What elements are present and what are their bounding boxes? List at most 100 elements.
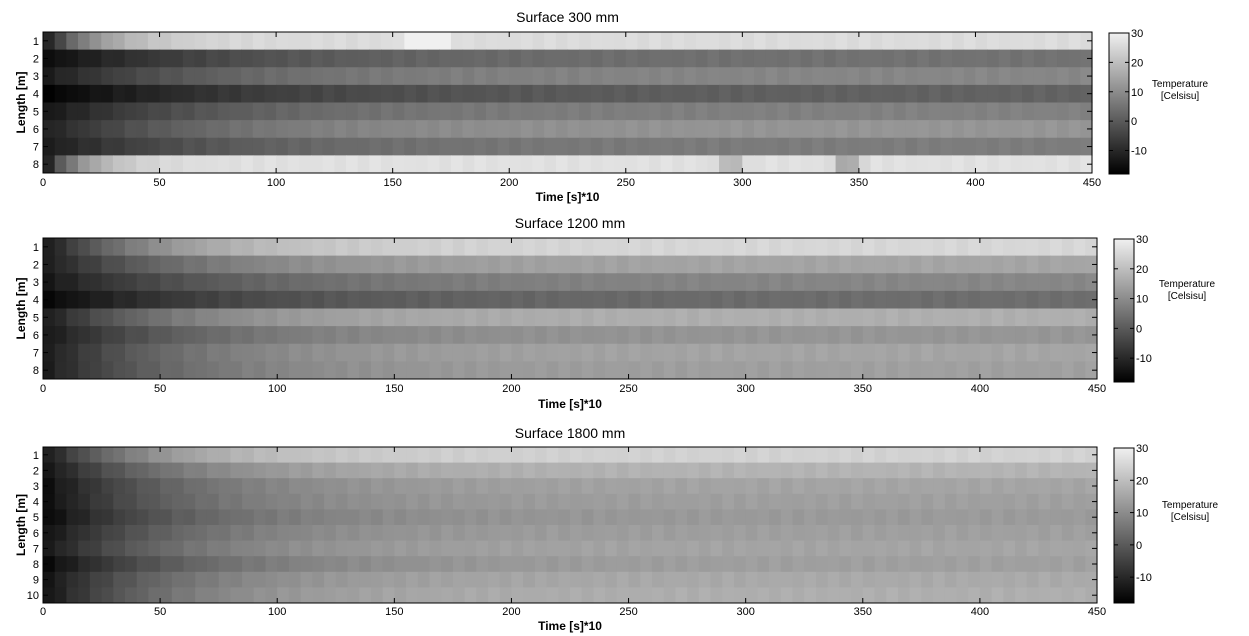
heatmap-cell	[687, 326, 700, 345]
heatmap-cell	[264, 155, 277, 174]
heatmap-cell	[1073, 525, 1086, 541]
heatmap-cell	[963, 102, 977, 121]
heatmap-cell	[183, 361, 196, 380]
heatmap-cell	[324, 493, 337, 510]
heatmap-cell	[804, 493, 817, 510]
heatmap-cell	[335, 343, 349, 362]
heatmap-cell	[944, 447, 958, 463]
x-tick-label: 100	[268, 383, 286, 395]
heatmap-cell	[288, 326, 302, 345]
heatmap-cell	[675, 540, 688, 557]
heatmap-cell	[765, 32, 778, 51]
heatmap-cell	[452, 361, 466, 380]
heatmap-cell	[288, 571, 302, 588]
heatmap-cell	[581, 308, 595, 327]
heatmap-cell	[322, 137, 335, 156]
heatmap-cell	[277, 525, 290, 541]
heatmap-cell	[382, 571, 395, 588]
heatmap-cell	[370, 255, 384, 274]
heatmap-cell	[429, 571, 442, 588]
heatmap-cell	[252, 32, 266, 51]
heatmap-cell	[975, 67, 988, 86]
heatmap-cell	[546, 326, 559, 345]
chart-title: Surface 1200 mm	[515, 215, 626, 231]
heatmap-cell	[335, 290, 349, 309]
heatmap-cell	[218, 447, 231, 463]
heatmap-cell	[394, 525, 407, 541]
heatmap-cell	[171, 493, 185, 510]
heatmap-cell	[206, 571, 220, 588]
heatmap-cell	[847, 67, 860, 86]
x-tick-label: 400	[966, 177, 984, 189]
heatmap-cell	[804, 462, 817, 479]
heatmap-cell	[54, 308, 68, 327]
heatmap-cell	[299, 120, 312, 139]
heatmap-cell	[415, 137, 429, 156]
heatmap-cell	[89, 102, 102, 121]
heatmap-cell	[663, 273, 676, 292]
heatmap-cell	[745, 273, 758, 292]
heatmap-cell	[89, 478, 103, 495]
heatmap-cell	[476, 571, 489, 588]
heatmap-cell	[640, 343, 653, 362]
heatmap-cell	[369, 155, 382, 174]
heatmap-cell	[89, 571, 103, 588]
heatmap-cell	[394, 571, 407, 588]
heatmap-cell	[523, 571, 536, 588]
heatmap-cell	[733, 462, 747, 479]
plot-frame	[42, 237, 1098, 380]
heatmap-cell	[230, 361, 243, 380]
heatmap-cell	[194, 84, 207, 103]
heatmap-cell	[1068, 49, 1081, 68]
heatmap-cell	[347, 238, 360, 257]
heatmap-cell	[730, 32, 743, 51]
heatmap-cell	[1085, 587, 1098, 604]
heatmap-cell	[823, 155, 837, 174]
heatmap-cell	[870, 32, 883, 51]
heatmap-cell	[882, 120, 895, 139]
heatmap-cell	[417, 326, 431, 345]
heatmap-cell	[89, 49, 102, 68]
heatmap-cell	[66, 540, 79, 557]
heatmap-cell	[851, 255, 864, 274]
heatmap-cell	[933, 447, 946, 463]
heatmap-cell	[792, 273, 805, 292]
heatmap-cell	[593, 361, 606, 380]
heatmap-cell	[862, 290, 876, 309]
heatmap-cell	[78, 478, 91, 495]
heatmap-cell	[159, 102, 172, 121]
heatmap-cell	[719, 120, 732, 139]
heatmap-cell	[827, 493, 840, 510]
heatmap-cell	[570, 525, 583, 541]
heatmap-cell	[812, 67, 825, 86]
heatmap-cell	[710, 462, 723, 479]
heatmap-cell	[452, 343, 466, 362]
heatmap-cell	[277, 290, 290, 309]
heatmap-cell	[675, 255, 688, 274]
heatmap-cell	[933, 290, 946, 309]
heatmap-cell	[555, 32, 569, 51]
heatmap-cell	[1010, 102, 1023, 121]
heatmap-cell	[558, 571, 571, 588]
heatmap-cell	[710, 525, 723, 541]
heatmap-cell	[54, 361, 68, 380]
heatmap-cell	[956, 571, 969, 588]
heatmap-cell	[406, 361, 419, 380]
heatmap-cell	[113, 509, 126, 526]
heatmap-cell	[963, 84, 977, 103]
heatmap-cell	[265, 525, 278, 541]
heatmap-cell	[893, 155, 907, 174]
heatmap-cell	[229, 84, 242, 103]
heatmap-cell	[909, 326, 922, 345]
heatmap-cell	[171, 155, 184, 174]
heatmap-cell	[1038, 556, 1051, 573]
heatmap-cell	[616, 238, 630, 257]
heatmap-cell	[171, 273, 185, 292]
heatmap-cell	[628, 509, 641, 526]
x-axis-label: Time [s]*10	[538, 619, 602, 633]
heatmap-cell	[979, 493, 993, 510]
heatmap-cell	[769, 238, 782, 257]
heatmap-cell	[769, 273, 782, 292]
heatmap-cell	[616, 462, 630, 479]
heatmap-cell	[277, 308, 290, 327]
